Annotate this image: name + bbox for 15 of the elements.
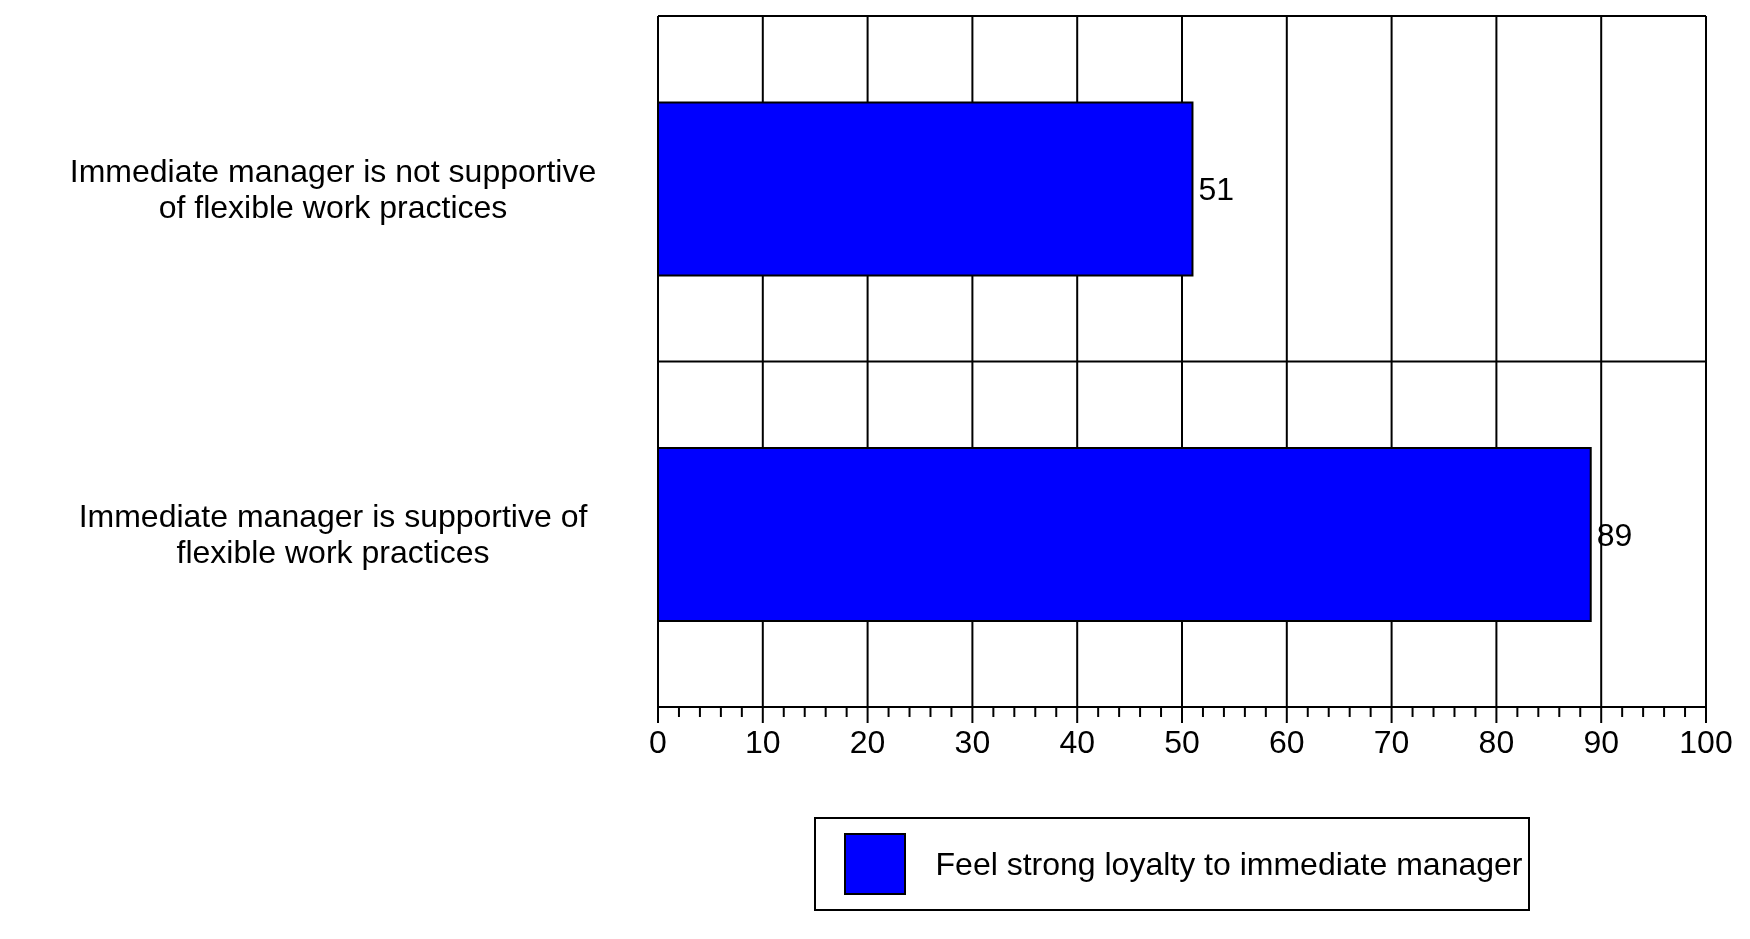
x-tick-label: 70 xyxy=(1373,724,1410,760)
x-tick-label: 20 xyxy=(849,724,886,760)
x-tick-label: 100 xyxy=(1679,724,1733,760)
x-tick-label: 80 xyxy=(1478,724,1515,760)
legend-label: Feel strong loyalty to immediate manager xyxy=(935,845,1523,883)
x-tick-label: 50 xyxy=(1164,724,1200,760)
y-tick-label: Immediate manager is supportive of flexible work practices xyxy=(78,498,588,571)
data-label: 51 xyxy=(1198,171,1235,208)
x-tick-label: 90 xyxy=(1583,724,1619,760)
x-tick-label: 30 xyxy=(954,724,991,760)
y-tick-label: Immediate manager is not supportive of flexible work practices xyxy=(69,152,597,225)
x-tick-label: 10 xyxy=(745,724,781,760)
x-tick-label: 40 xyxy=(1059,724,1095,760)
x-tick-label: 60 xyxy=(1269,724,1305,760)
x-tick-label: 0 xyxy=(649,724,667,760)
